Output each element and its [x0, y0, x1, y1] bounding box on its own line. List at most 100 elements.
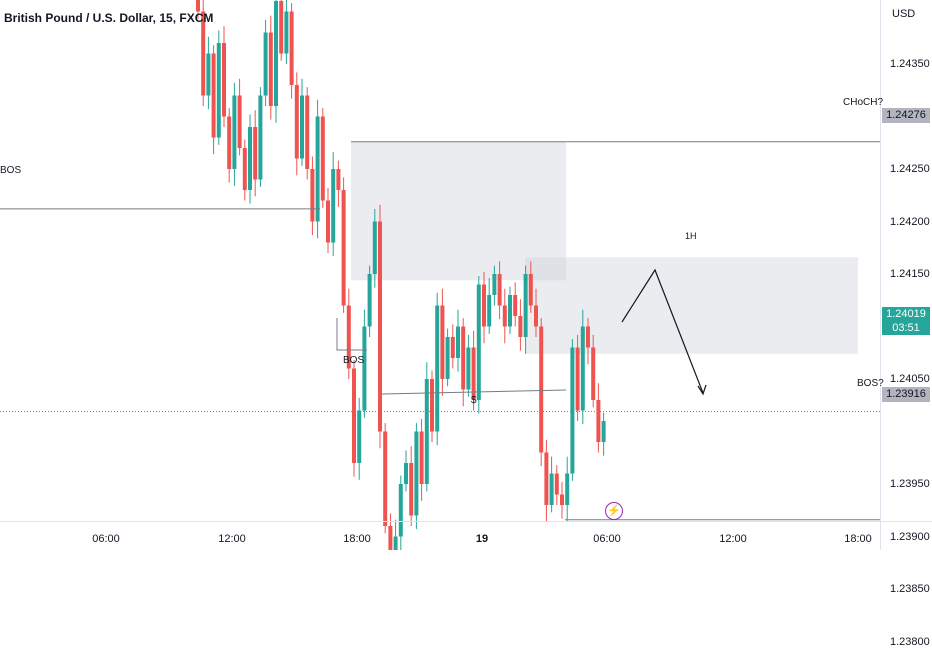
candle[interactable] — [320, 116, 325, 201]
candle[interactable] — [482, 284, 486, 327]
candle[interactable] — [367, 274, 372, 327]
candle[interactable] — [445, 337, 450, 379]
price-chart[interactable] — [0, 0, 932, 550]
candle[interactable] — [305, 95, 310, 170]
candle[interactable] — [310, 169, 315, 222]
candle[interactable] — [430, 379, 434, 432]
candle[interactable] — [258, 95, 263, 180]
time-axis-tick: 12:00 — [719, 533, 747, 545]
candle[interactable] — [253, 127, 258, 180]
price-axis-tick: 1.23800 — [890, 635, 930, 648]
candle[interactable] — [248, 127, 252, 190]
candle[interactable] — [300, 95, 304, 159]
bos-left-label: BOS — [0, 165, 22, 176]
candle[interactable] — [549, 473, 554, 506]
candle[interactable] — [284, 11, 289, 54]
candle[interactable] — [575, 347, 580, 411]
candle[interactable] — [508, 295, 512, 327]
candle[interactable] — [601, 421, 606, 442]
choch-zone[interactable] — [351, 141, 566, 281]
htf-zone[interactable] — [525, 257, 858, 354]
candle[interactable] — [456, 326, 460, 359]
candle[interactable] — [471, 347, 476, 401]
candle[interactable] — [372, 221, 377, 275]
bos-low-label: BOS — [343, 355, 365, 366]
price-axis-tick: 1.23950 — [890, 478, 930, 490]
candle[interactable] — [206, 53, 211, 96]
candle[interactable] — [398, 484, 403, 537]
candle[interactable] — [196, 0, 200, 12]
bos-price-tag: 1.23916 — [882, 387, 930, 402]
current-price-tag: 1.24019 — [882, 307, 930, 321]
liquidity-line[interactable] — [381, 389, 567, 395]
candle[interactable] — [383, 431, 388, 527]
symbol-title[interactable]: British Pound / U.S. Dollar, 15, FXCM — [4, 11, 214, 25]
candle[interactable] — [227, 116, 232, 170]
candle[interactable] — [497, 274, 502, 306]
candle[interactable] — [341, 190, 346, 306]
candle[interactable] — [492, 274, 497, 295]
candle[interactable] — [216, 43, 221, 138]
candle[interactable] — [539, 326, 544, 453]
candle[interactable] — [523, 274, 528, 337]
candle[interactable] — [346, 305, 351, 369]
candle[interactable] — [560, 494, 564, 506]
candle[interactable] — [414, 431, 419, 516]
candle[interactable] — [450, 337, 455, 358]
candle[interactable] — [570, 347, 575, 474]
candle[interactable] — [393, 536, 398, 551]
candle[interactable] — [404, 463, 408, 484]
candle[interactable] — [586, 326, 590, 348]
candle[interactable] — [461, 326, 466, 390]
candle[interactable] — [331, 169, 336, 243]
candle[interactable] — [466, 347, 471, 390]
time-axis-separator — [0, 521, 932, 522]
candle[interactable] — [554, 473, 559, 495]
candle[interactable] — [435, 305, 440, 432]
candle[interactable] — [279, 1, 284, 54]
candle[interactable] — [476, 284, 481, 401]
candle[interactable] — [544, 452, 549, 506]
candle[interactable] — [424, 379, 429, 484]
candle[interactable] — [518, 316, 523, 337]
candle[interactable] — [336, 169, 341, 190]
candle[interactable] — [440, 305, 445, 380]
candle[interactable] — [502, 305, 507, 327]
bos-low-line[interactable] — [336, 318, 367, 351]
projection-arrowhead — [697, 384, 707, 396]
candle[interactable] — [419, 431, 424, 485]
candle[interactable] — [534, 305, 538, 327]
time-axis-tick: 19 — [475, 533, 489, 545]
candle[interactable] — [201, 11, 206, 96]
time-axis-tick: 06:00 — [593, 533, 621, 545]
candle[interactable] — [242, 148, 247, 190]
candle[interactable] — [326, 200, 330, 243]
candle[interactable] — [232, 95, 237, 170]
candle[interactable] — [352, 368, 356, 464]
candle[interactable] — [513, 295, 518, 316]
candle[interactable] — [315, 116, 320, 222]
candle[interactable] — [211, 53, 216, 138]
candle[interactable] — [591, 347, 596, 401]
candle[interactable] — [289, 11, 294, 86]
candle[interactable] — [268, 32, 273, 107]
candle[interactable] — [409, 463, 414, 516]
candle[interactable] — [388, 526, 393, 550]
candle[interactable] — [357, 410, 362, 464]
candle[interactable] — [596, 400, 601, 442]
candle[interactable] — [222, 43, 226, 117]
candle[interactable] — [378, 221, 382, 432]
candle[interactable] — [237, 95, 242, 149]
candle[interactable] — [263, 32, 268, 96]
candle[interactable] — [487, 295, 492, 327]
candle[interactable] — [565, 473, 570, 506]
timeframe-label: 1H — [685, 231, 697, 241]
price-axis-tick: 1.24200 — [890, 215, 930, 228]
lightning-icon[interactable]: ⚡ — [605, 502, 623, 520]
candle[interactable] — [580, 326, 585, 411]
candle[interactable] — [362, 326, 367, 411]
candle[interactable] — [528, 274, 533, 306]
candle[interactable] — [294, 85, 299, 159]
candle[interactable] — [274, 1, 278, 106]
projection-path[interactable] — [621, 268, 704, 394]
